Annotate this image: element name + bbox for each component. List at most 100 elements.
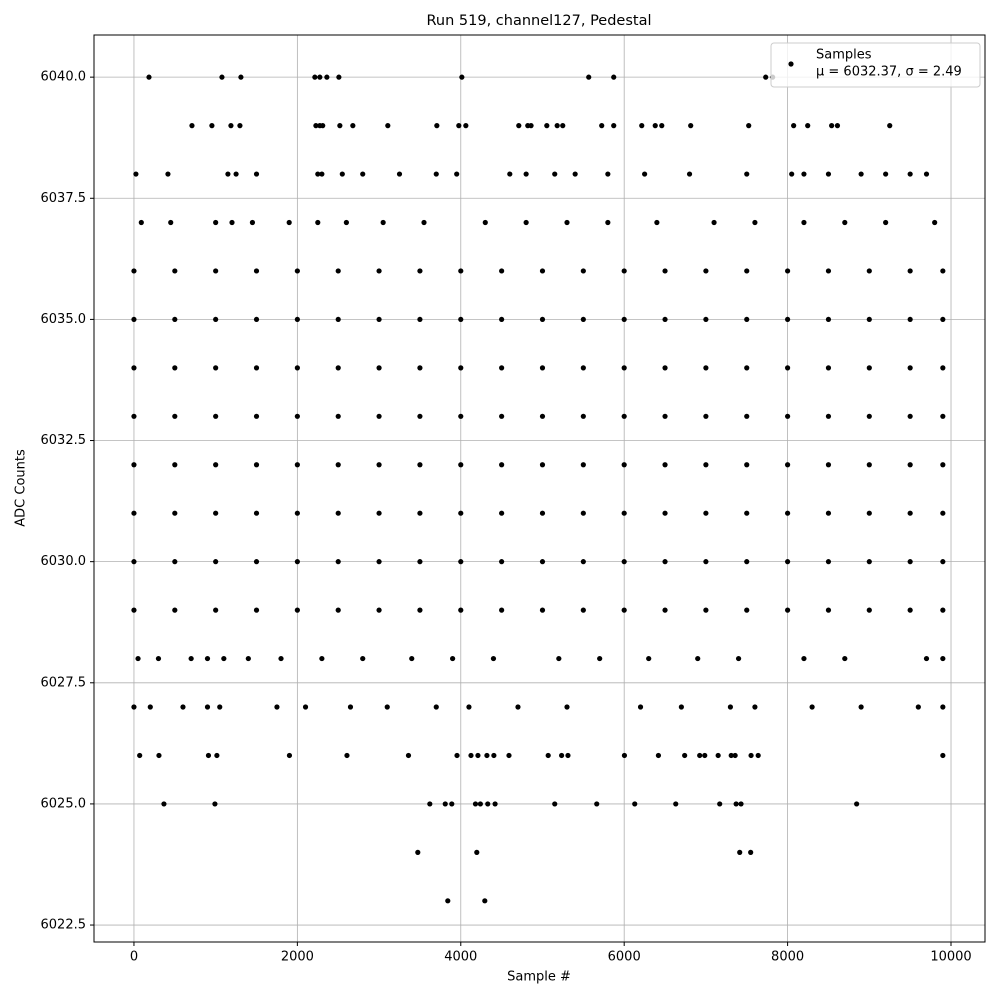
data-point (219, 74, 225, 80)
data-point (611, 123, 617, 129)
data-point (458, 607, 464, 613)
data-point (744, 316, 750, 323)
data-point (172, 316, 178, 323)
data-point (155, 655, 162, 662)
data-point (376, 462, 382, 468)
data-point (825, 316, 832, 323)
data-point (652, 123, 658, 129)
data-point (405, 752, 412, 759)
data-point (703, 413, 709, 419)
data-point (335, 413, 341, 419)
data-point (499, 268, 505, 274)
data-point (523, 171, 529, 177)
data-point (253, 268, 260, 274)
data-point (172, 268, 178, 274)
data-point (253, 316, 260, 323)
data-point (866, 510, 872, 516)
data-point (923, 171, 930, 177)
y-tick-label: 6037.5 (41, 191, 87, 206)
data-point (385, 123, 391, 129)
data-point (286, 752, 293, 759)
data-point (350, 123, 356, 129)
data-point (458, 316, 464, 323)
data-point (744, 413, 750, 419)
data-point (539, 510, 546, 516)
data-point (417, 510, 423, 516)
data-point (784, 316, 791, 323)
data-point (237, 123, 243, 129)
data-point (528, 123, 534, 129)
data-point (515, 704, 521, 710)
data-point (458, 462, 464, 468)
data-point (717, 801, 723, 807)
data-point (337, 123, 343, 129)
data-point (907, 365, 913, 371)
data-point (376, 559, 382, 565)
data-point (417, 365, 423, 371)
data-point (809, 704, 815, 710)
data-point (324, 74, 330, 80)
data-point (673, 801, 679, 807)
data-point (539, 413, 546, 419)
data-point (744, 559, 750, 565)
data-point (923, 655, 930, 662)
data-point (449, 801, 455, 807)
data-point (539, 268, 546, 274)
data-point (336, 74, 342, 80)
data-point (294, 316, 300, 323)
data-point (580, 268, 586, 274)
data-point (294, 365, 300, 371)
data-point (131, 704, 137, 710)
data-point (580, 413, 586, 419)
data-point (907, 413, 913, 419)
data-point (360, 655, 366, 662)
data-point (376, 510, 382, 516)
data-point (472, 801, 479, 807)
data-point (433, 171, 439, 177)
data-point (539, 559, 546, 565)
data-point (748, 752, 754, 759)
data-point (940, 655, 946, 662)
data-point (213, 316, 219, 323)
data-point (866, 413, 872, 419)
data-point (940, 752, 946, 759)
data-point (940, 268, 946, 274)
x-tick-label: 0 (130, 950, 138, 965)
data-point (253, 171, 260, 177)
data-point (621, 268, 627, 274)
data-point (682, 752, 688, 759)
data-point (715, 752, 721, 759)
data-point (744, 607, 750, 613)
data-point (213, 413, 219, 419)
axes-frame (93, 34, 986, 943)
data-point (887, 123, 893, 129)
data-point (172, 462, 178, 468)
data-point (697, 752, 703, 759)
data-point (253, 510, 260, 516)
legend-marker (788, 61, 794, 67)
data-point (662, 462, 668, 468)
data-point (165, 171, 171, 177)
data-point (597, 655, 603, 662)
data-point (217, 704, 223, 710)
data-point (907, 510, 913, 516)
data-point (384, 704, 390, 710)
x-tick-label: 8000 (771, 950, 804, 965)
data-point (732, 752, 738, 759)
data-point (463, 123, 469, 129)
data-point (599, 123, 605, 129)
data-point (523, 219, 529, 226)
data-point (744, 268, 750, 274)
data-point (482, 898, 488, 904)
data-point (490, 655, 497, 662)
data-point (580, 462, 586, 468)
data-point (738, 801, 744, 807)
data-point (784, 268, 791, 274)
x-tick-label: 2000 (281, 950, 314, 965)
data-point (744, 171, 750, 177)
data-point (360, 171, 366, 177)
data-point (686, 171, 693, 177)
data-point (238, 74, 244, 80)
data-point (205, 752, 212, 759)
data-point (621, 462, 627, 468)
